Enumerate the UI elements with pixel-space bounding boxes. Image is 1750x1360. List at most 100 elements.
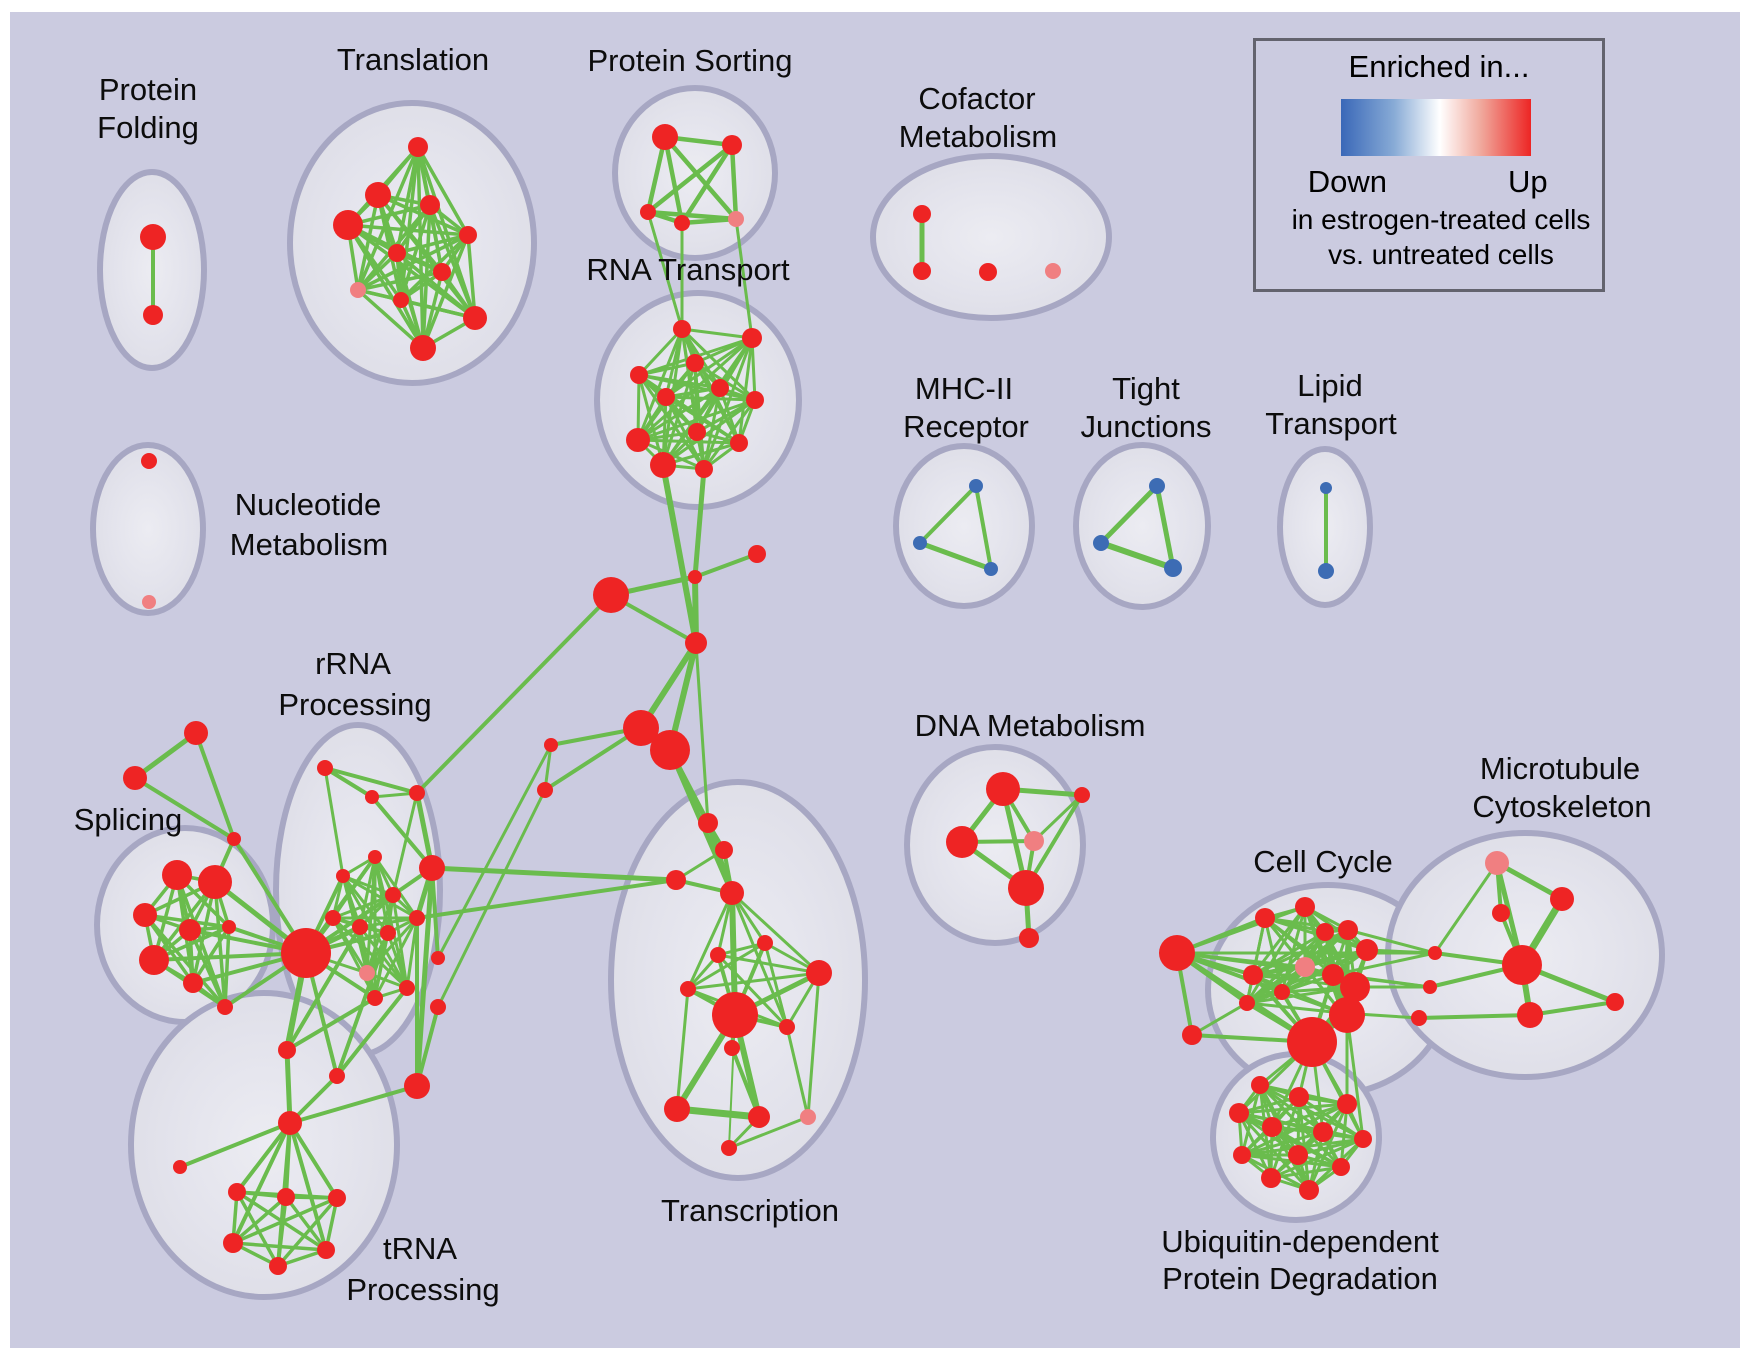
network-node-145[interactable] [1288,1145,1308,1165]
network-node-12[interactable] [410,335,436,361]
network-node-122[interactable] [1322,964,1344,986]
network-node-135[interactable] [1423,980,1437,994]
network-node-130[interactable] [1492,904,1510,922]
network-node-23[interactable] [657,388,675,406]
network-node-50[interactable] [179,919,201,941]
network-node-19[interactable] [742,328,762,348]
network-node-37[interactable] [913,536,927,550]
network-node-139[interactable] [1337,1094,1357,1114]
network-node-32[interactable] [979,263,997,281]
network-node-74[interactable] [404,1073,430,1099]
network-node-127[interactable] [1329,997,1365,1033]
network-node-29[interactable] [695,460,713,478]
network-node-20[interactable] [686,354,704,372]
network-node-109[interactable] [1024,831,1044,851]
network-node-105[interactable] [721,1140,737,1156]
network-node-67[interactable] [431,951,445,965]
network-node-115[interactable] [1295,897,1315,917]
network-node-142[interactable] [1313,1122,1333,1142]
network-node-110[interactable] [1008,870,1044,906]
network-node-60[interactable] [336,869,350,883]
network-node-70[interactable] [399,980,415,996]
network-node-34[interactable] [141,453,157,469]
network-node-72[interactable] [278,1041,296,1059]
network-node-132[interactable] [1517,1002,1543,1028]
network-node-99[interactable] [712,992,758,1038]
network-node-1[interactable] [143,305,163,325]
network-node-39[interactable] [1149,478,1165,494]
network-node-22[interactable] [711,379,729,397]
network-node-101[interactable] [724,1040,740,1056]
network-node-3[interactable] [365,182,391,208]
network-node-43[interactable] [1318,563,1334,579]
network-node-54[interactable] [217,999,233,1015]
network-node-90[interactable] [537,782,553,798]
network-node-11[interactable] [463,306,487,330]
network-node-128[interactable] [1485,851,1509,875]
network-node-111[interactable] [1019,928,1039,948]
network-node-26[interactable] [626,428,650,452]
network-node-123[interactable] [1340,972,1370,1002]
network-node-16[interactable] [674,215,690,231]
network-node-137[interactable] [1251,1076,1269,1094]
network-node-10[interactable] [393,292,409,308]
network-node-31[interactable] [913,262,931,280]
network-node-120[interactable] [1274,984,1290,1000]
network-node-129[interactable] [1550,887,1574,911]
network-node-48[interactable] [198,865,232,899]
network-node-71[interactable] [430,999,446,1015]
network-node-15[interactable] [640,204,656,220]
network-node-148[interactable] [1299,1180,1319,1200]
network-node-8[interactable] [433,263,451,281]
network-node-59[interactable] [368,850,382,864]
network-node-92[interactable] [715,841,733,859]
network-node-21[interactable] [630,366,648,384]
network-node-84[interactable] [688,570,702,584]
network-node-2[interactable] [408,137,428,157]
network-node-27[interactable] [730,434,748,452]
network-node-136[interactable] [1411,1010,1427,1026]
network-node-9[interactable] [350,282,366,298]
network-node-95[interactable] [757,935,773,951]
network-node-81[interactable] [269,1257,287,1275]
network-node-80[interactable] [223,1233,243,1253]
network-node-112[interactable] [1159,935,1195,971]
network-node-102[interactable] [664,1096,690,1122]
network-node-75[interactable] [278,1111,302,1135]
network-node-133[interactable] [1606,993,1624,1011]
network-node-49[interactable] [133,903,157,927]
network-node-17[interactable] [728,211,744,227]
network-node-88[interactable] [650,730,690,770]
network-node-134[interactable] [1428,946,1442,960]
network-node-144[interactable] [1233,1146,1251,1164]
network-node-57[interactable] [365,790,379,804]
network-node-28[interactable] [650,452,676,478]
network-node-56[interactable] [317,760,333,776]
network-node-100[interactable] [779,1019,795,1035]
network-node-98[interactable] [680,981,696,997]
network-node-47[interactable] [162,860,192,890]
network-node-121[interactable] [1295,957,1315,977]
network-node-13[interactable] [652,124,678,150]
network-node-96[interactable] [710,947,726,963]
network-node-40[interactable] [1093,535,1109,551]
network-node-131[interactable] [1502,945,1542,985]
network-node-55[interactable] [281,928,331,978]
network-node-94[interactable] [720,881,744,905]
network-node-30[interactable] [913,205,931,223]
network-node-7[interactable] [388,244,406,262]
network-node-103[interactable] [748,1106,770,1128]
network-node-116[interactable] [1316,923,1334,941]
network-node-51[interactable] [222,920,236,934]
network-node-35[interactable] [142,595,156,609]
network-node-52[interactable] [139,945,169,975]
network-node-126[interactable] [1287,1017,1337,1067]
network-node-141[interactable] [1262,1117,1282,1137]
network-node-36[interactable] [969,479,983,493]
network-node-5[interactable] [333,210,363,240]
network-node-45[interactable] [123,766,147,790]
network-node-63[interactable] [325,910,341,926]
network-node-33[interactable] [1045,263,1061,279]
network-node-83[interactable] [593,577,629,613]
network-node-89[interactable] [544,738,558,752]
